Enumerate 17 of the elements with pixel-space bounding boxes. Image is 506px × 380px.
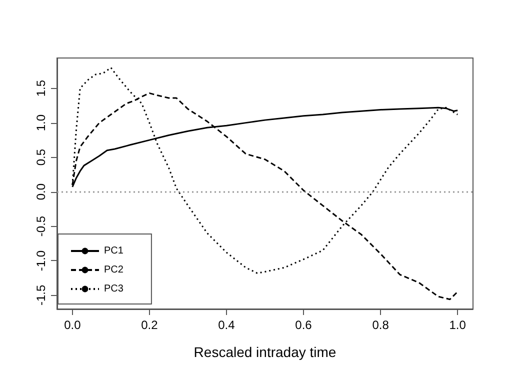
y-tick-label: 1.5 [34, 80, 48, 97]
legend-label: PC2 [104, 264, 124, 276]
x-tick-label: 0.2 [141, 318, 158, 332]
x-tick-label: 0.0 [64, 318, 82, 332]
x-tick-label: 0.4 [218, 318, 236, 332]
legend-label: PC3 [104, 284, 124, 294]
x-axis-title: Rescaled intraday time [194, 344, 336, 360]
y-tick-label: -0.5 [34, 216, 48, 237]
legend-label: PC1 [104, 246, 124, 256]
y-tick-label: -1.5 [34, 284, 48, 306]
x-tick-label: 0.8 [372, 318, 390, 332]
y-tick-label: 1.0 [34, 114, 48, 132]
y-tick-label: 0.5 [34, 148, 48, 166]
x-tick-label: 0.6 [295, 318, 312, 332]
x-tick-label: 1.0 [449, 318, 466, 332]
y-tick-label: -1.0 [34, 250, 48, 272]
y-tick-label: 0.0 [34, 183, 48, 200]
